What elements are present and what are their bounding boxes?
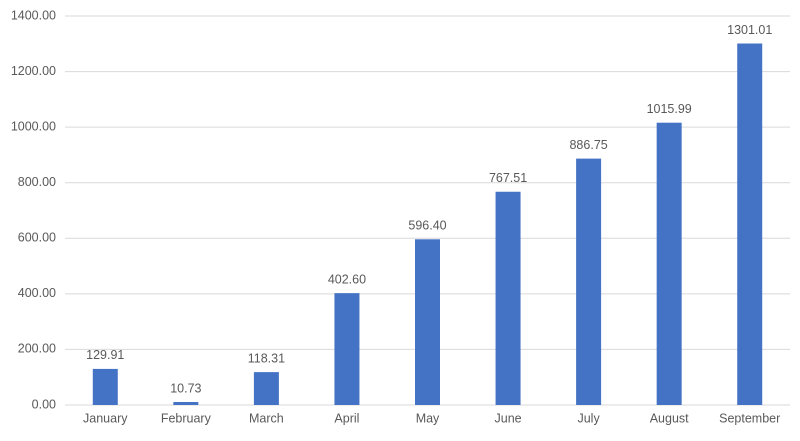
value-label: 402.60 — [328, 272, 366, 286]
value-label: 129.91 — [86, 348, 124, 362]
y-tick-label: 0.00 — [32, 397, 56, 411]
x-tick-label: May — [416, 411, 440, 425]
value-label: 596.40 — [408, 219, 446, 233]
x-tick-label: September — [719, 411, 780, 425]
x-tick-label: March — [249, 411, 284, 425]
value-label: 1301.01 — [727, 23, 772, 37]
y-tick-label: 1400.00 — [11, 8, 56, 22]
bar — [576, 158, 602, 405]
bar — [737, 43, 763, 406]
y-tick-label: 400.00 — [18, 286, 56, 300]
bar — [415, 239, 440, 405]
y-tick-label: 1200.00 — [11, 64, 56, 78]
value-label: 10.73 — [170, 381, 201, 395]
x-tick-label: January — [83, 411, 128, 425]
bar — [173, 402, 199, 405]
bar — [253, 372, 279, 405]
y-tick-label: 800.00 — [18, 175, 56, 189]
x-tick-label: February — [161, 411, 212, 425]
x-tick-label: August — [650, 411, 689, 425]
x-tick-label: July — [577, 411, 600, 425]
bar — [495, 191, 521, 405]
y-tick-label: 1000.00 — [11, 119, 56, 133]
x-tick-label: April — [334, 411, 359, 425]
bar — [334, 293, 360, 405]
x-tick-label: June — [495, 411, 522, 425]
value-label: 767.51 — [489, 171, 527, 185]
bar — [656, 122, 682, 405]
y-tick-label: 600.00 — [18, 231, 56, 245]
value-label: 886.75 — [569, 138, 607, 152]
y-tick-label: 200.00 — [18, 342, 56, 356]
value-label: 1015.99 — [647, 102, 692, 116]
value-label: 118.31 — [248, 351, 285, 365]
bar — [92, 368, 118, 405]
